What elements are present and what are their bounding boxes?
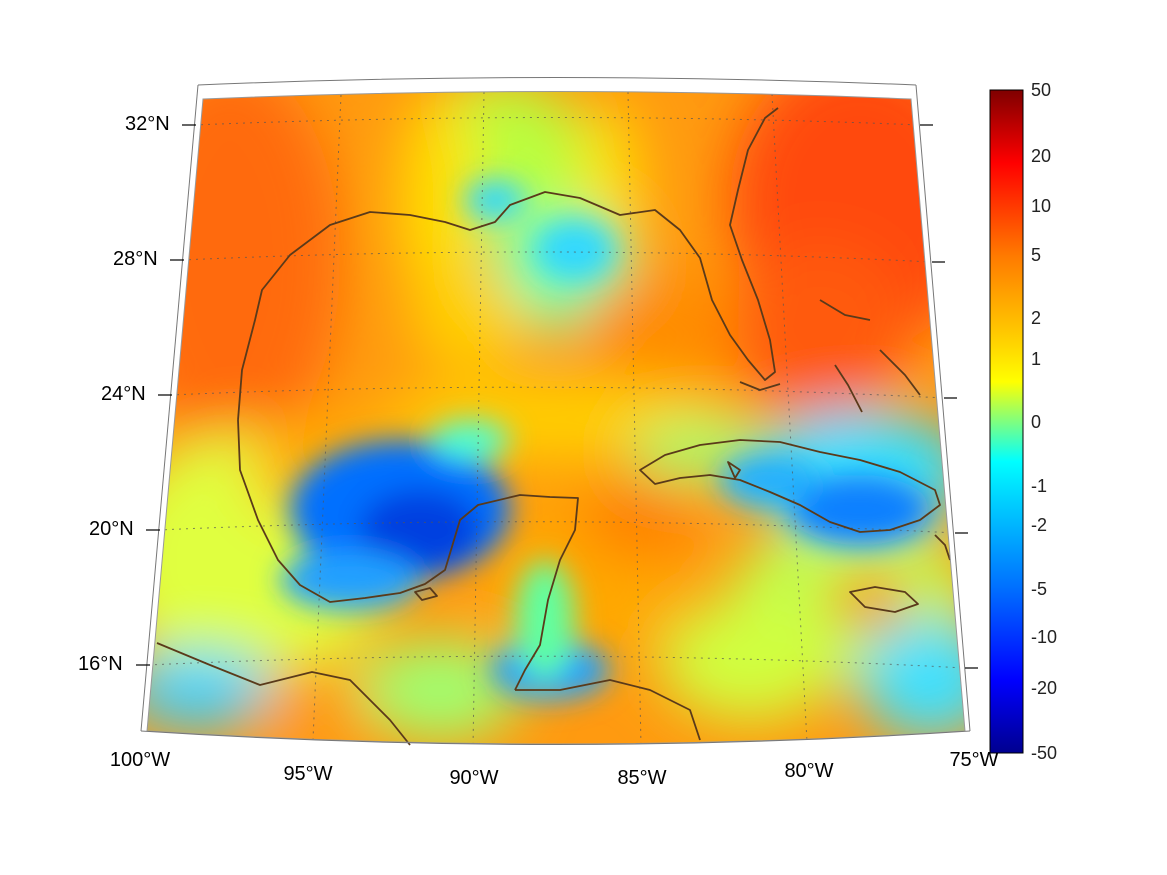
lat-tick-marks [136, 124, 978, 669]
colorbar: 50 20 10 5 2 1 0 -1 -2 -5 -10 -20 -50 [989, 80, 1057, 763]
lon-label-100: 100°W [110, 749, 170, 771]
heatmap-field [147, 91, 965, 744]
lon-labels: 100°W 95°W 90°W 85°W 80°W 75°W [110, 749, 999, 789]
map-frame [140, 77, 971, 745]
colorbar-label: 0 [1031, 412, 1041, 432]
colorbar-label: 2 [1031, 308, 1041, 328]
colorbar-label: 50 [1031, 80, 1051, 100]
colorbar-label: -10 [1031, 627, 1057, 647]
lat-label-20: 20°N [89, 518, 134, 540]
colorbar-label: -2 [1031, 515, 1047, 535]
graticule [147, 91, 965, 744]
lat-label-16: 16°N [78, 653, 123, 675]
lat-labels: 32°N 28°N 24°N 20°N 16°N [78, 113, 170, 675]
colorbar-label: 10 [1031, 196, 1051, 216]
colorbar-label: 20 [1031, 146, 1051, 166]
colorbar-gradient [989, 89, 1024, 754]
lat-label-28: 28°N [113, 248, 158, 270]
colorbar-label: 5 [1031, 245, 1041, 265]
lon-label-80: 80°W [784, 760, 833, 782]
coastlines [156, 107, 951, 746]
lon-label-95: 95°W [283, 763, 332, 785]
colorbar-label: -50 [1031, 743, 1057, 763]
lon-label-75: 75°W [949, 749, 998, 771]
lat-label-24: 24°N [101, 383, 146, 405]
colorbar-labels: 50 20 10 5 2 1 0 -1 -2 -5 -10 -20 -50 [1031, 80, 1057, 763]
lon-label-85: 85°W [617, 767, 666, 789]
lat-label-32: 32°N [125, 113, 170, 135]
colorbar-label: -5 [1031, 579, 1047, 599]
colorbar-label: -1 [1031, 476, 1047, 496]
colorbar-label: -20 [1031, 678, 1057, 698]
colorbar-label: 1 [1031, 349, 1041, 369]
lon-label-90: 90°W [449, 767, 498, 789]
